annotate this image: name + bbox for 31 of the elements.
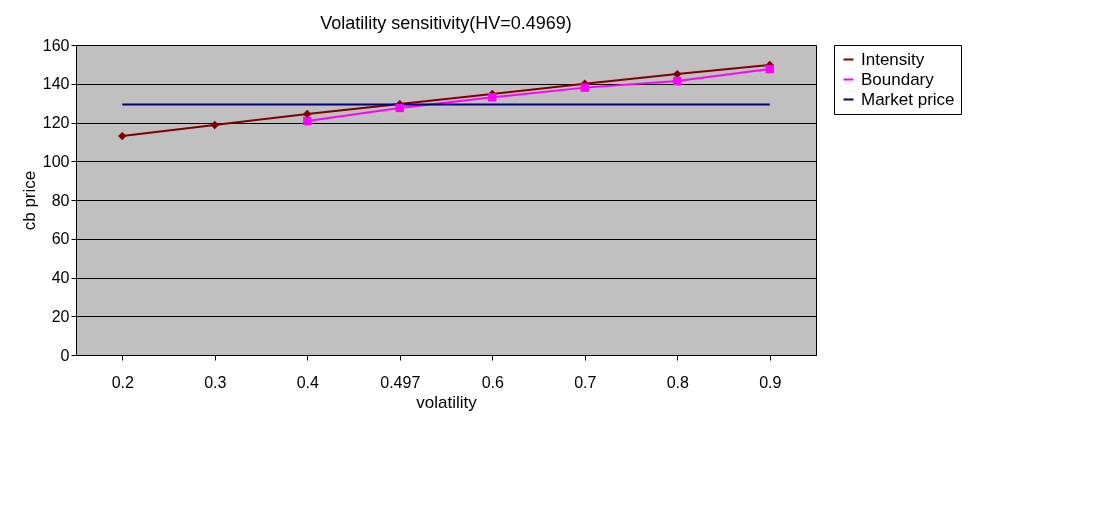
point: [765, 64, 774, 74]
x-tick-label: 0.497: [380, 373, 421, 391]
legend-label: Intensity: [861, 49, 925, 69]
point: [303, 116, 312, 126]
point: [673, 76, 682, 86]
y-axis-title: cb price: [19, 170, 39, 231]
point: [488, 93, 497, 102]
point: [118, 131, 127, 141]
y-tick-label: 20: [51, 307, 70, 325]
legend-label: Boundary: [861, 69, 935, 89]
point: [395, 103, 404, 113]
y-tick-label: 60: [51, 230, 70, 248]
y-tick-label: 140: [42, 75, 70, 93]
x-tick-label: 0.9: [759, 373, 782, 391]
legend-label: Market price: [861, 89, 955, 109]
point: [210, 120, 219, 130]
y-tick-label: 100: [42, 152, 70, 170]
point: [580, 83, 589, 92]
x-tick-label: 0.8: [666, 373, 689, 391]
x-tick-label: 0.6: [481, 373, 504, 391]
y-tick-label: 160: [42, 36, 70, 54]
y-tick-label: 80: [51, 191, 70, 209]
x-tick-label: 0.4: [296, 373, 319, 391]
y-tick-label: 120: [42, 114, 70, 131]
x-axis-title: volatility: [416, 392, 478, 412]
chart-title: Volatility sensitivity(HV=0.4969): [320, 13, 572, 33]
y-tick-label: 0: [60, 346, 70, 364]
x-tick-label: 0.7: [574, 373, 597, 391]
x-tick-label: 0.3: [204, 373, 227, 391]
x-tick-label: 0.2: [111, 373, 134, 391]
y-tick-label: 40: [51, 269, 70, 286]
